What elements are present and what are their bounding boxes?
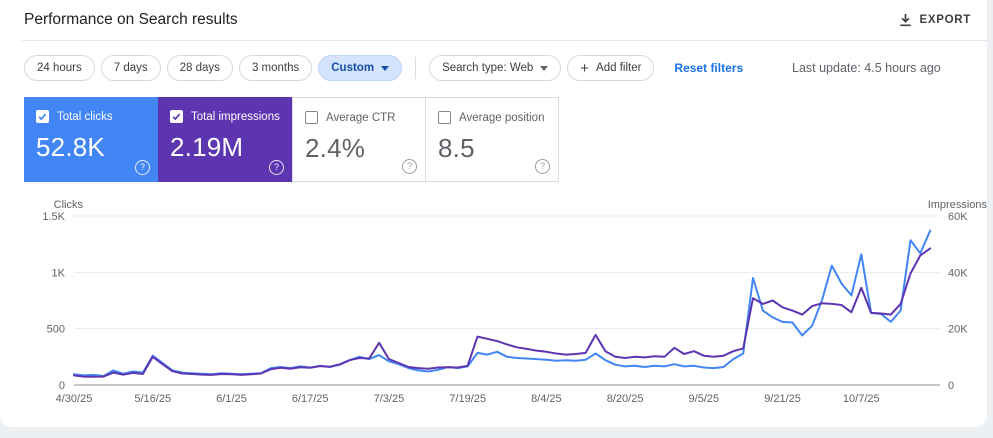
metric-card-value: 52.8K — [36, 132, 105, 162]
plus-icon: + — [580, 59, 590, 77]
date-chip-label: 28 days — [179, 62, 220, 74]
metric-card-average-ctr[interactable]: Average CTR 2.4%? — [292, 97, 426, 182]
last-update-text: Last update: 4.5 hours ago — [792, 61, 941, 75]
help-icon[interactable]: ? — [402, 159, 417, 174]
svg-text:9/5/25: 9/5/25 — [689, 393, 720, 405]
y-axis-left: 1.5K 1K 500 0 Clicks — [42, 199, 83, 392]
help-icon[interactable]: ? — [535, 159, 550, 174]
help-icon[interactable]: ? — [269, 160, 284, 175]
add-filter-button[interactable]: + Add filter — [567, 55, 655, 81]
date-range-chips: 24 hours 7 days 28 days 3 months Custom — [24, 55, 403, 81]
metric-card-header: Average position — [438, 111, 546, 124]
svg-text:1.5K: 1.5K — [42, 211, 65, 223]
performance-panel: Performance on Search results EXPORT 24 … — [0, 0, 987, 427]
svg-text:1K: 1K — [52, 267, 66, 279]
page-title: Performance on Search results — [24, 11, 238, 28]
add-filter-label: Add filter — [596, 62, 642, 74]
total-clicks-line — [73, 229, 932, 377]
svg-text:0: 0 — [59, 380, 65, 392]
date-chip-label: 3 months — [251, 62, 300, 74]
filter-toolbar: 24 hours 7 days 28 days 3 months Custom Sear… — [24, 55, 743, 81]
metric-card-label: Total impressions — [191, 110, 280, 123]
svg-text:0: 0 — [948, 380, 954, 392]
svg-text:8/4/25: 8/4/25 — [531, 393, 562, 405]
date-chip-24-hours[interactable]: 24 hours — [24, 55, 95, 81]
export-button[interactable]: EXPORT — [893, 9, 978, 31]
svg-text:6/1/25: 6/1/25 — [216, 393, 247, 405]
svg-text:60K: 60K — [948, 211, 968, 223]
svg-text:6/17/25: 6/17/25 — [292, 393, 329, 405]
y-axis-right: 60K 40K 20K 0 Impressions — [928, 199, 987, 392]
svg-text:7/19/25: 7/19/25 — [449, 393, 486, 405]
chevron-down-icon — [540, 65, 549, 71]
metric-card-header: Average CTR — [305, 111, 413, 124]
metric-card-label: Average CTR — [326, 111, 396, 124]
checkbox-unchecked-icon[interactable] — [305, 111, 318, 124]
header-divider — [22, 40, 987, 41]
search-type-label: Search type: Web — [442, 62, 534, 74]
svg-text:500: 500 — [47, 324, 65, 336]
svg-text:20K: 20K — [948, 324, 968, 336]
checkbox-checked-icon[interactable] — [170, 110, 183, 123]
metric-card-value: 8.5 — [438, 133, 475, 163]
metric-card-value: 2.4% — [305, 133, 366, 163]
performance-chart[interactable]: 1.5K 1K 500 0 Clicks 60K 40K 20K 0 Impressions 4/3… — [0, 195, 987, 427]
metric-cards: Total clicks 52.8K? Total impressions 2.19M… — [24, 97, 559, 182]
metric-card-value: 2.19M — [170, 132, 244, 162]
date-chip-3-months[interactable]: 3 months — [238, 55, 313, 81]
chart-gridlines — [74, 215, 940, 386]
metric-card-header: Total impressions — [170, 110, 280, 123]
svg-text:5/16/25: 5/16/25 — [134, 393, 171, 405]
total-impressions-line — [73, 247, 932, 378]
metric-card-total-clicks[interactable]: Total clicks 52.8K? — [24, 97, 158, 182]
metric-card-label: Average position — [459, 111, 545, 124]
checkbox-checked-icon[interactable] — [36, 110, 49, 123]
reset-filters-link[interactable]: Reset filters — [674, 61, 744, 75]
checkbox-unchecked-icon[interactable] — [438, 111, 451, 124]
date-chip-28-days[interactable]: 28 days — [166, 55, 233, 81]
svg-text:8/20/25: 8/20/25 — [607, 393, 644, 405]
export-label: EXPORT — [919, 14, 971, 26]
metric-card-header: Total clicks — [36, 110, 146, 123]
x-axis-labels: 4/30/25 5/16/25 6/1/25 6/17/25 7/3/25 7/19/25… — [56, 393, 880, 405]
svg-text:9/21/25: 9/21/25 — [764, 393, 801, 405]
svg-text:40K: 40K — [948, 267, 968, 279]
left-axis-title: Clicks — [54, 199, 84, 211]
download-icon — [899, 14, 911, 27]
metric-card-total-impressions[interactable]: Total impressions 2.19M? — [158, 97, 292, 182]
svg-text:4/30/25: 4/30/25 — [56, 393, 93, 405]
help-icon[interactable]: ? — [135, 160, 150, 175]
svg-text:7/3/25: 7/3/25 — [374, 393, 405, 405]
right-axis-title: Impressions — [928, 199, 987, 211]
date-chip-7-days[interactable]: 7 days — [100, 55, 161, 81]
chevron-down-icon — [381, 65, 390, 71]
date-chip-custom[interactable]: Custom — [318, 55, 403, 81]
date-chip-label: Custom — [331, 62, 375, 74]
date-chip-label: 24 hours — [37, 62, 82, 74]
metric-card-average-position[interactable]: Average position 8.5? — [425, 97, 559, 182]
toolbar-divider — [415, 57, 417, 79]
metric-card-label: Total clicks — [57, 110, 113, 123]
search-type-dropdown[interactable]: Search type: Web — [429, 55, 562, 81]
date-chip-label: 7 days — [113, 62, 148, 74]
svg-text:10/7/25: 10/7/25 — [843, 393, 880, 405]
